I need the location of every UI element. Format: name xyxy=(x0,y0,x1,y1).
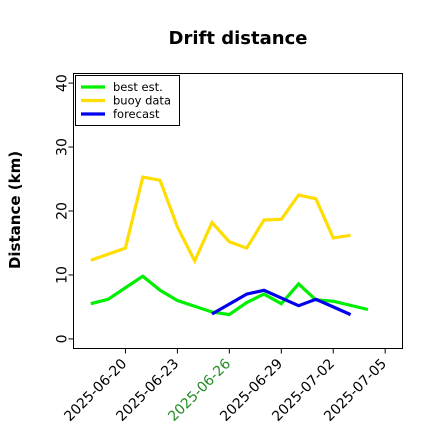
legend-entry-label: best est. xyxy=(113,80,163,94)
legend-entry-label: forecast xyxy=(113,107,160,121)
y-axis-ticks: 0 10 20 30 40 xyxy=(55,74,74,343)
series-layer xyxy=(90,175,369,317)
series-line-forecast xyxy=(211,288,352,317)
y-axis-label: Distance (km) xyxy=(6,151,24,269)
y-tick-label: 10 xyxy=(55,266,71,284)
y-tick-label: 20 xyxy=(55,202,71,220)
series-line-best-est xyxy=(90,274,369,317)
y-tick-label: 0 xyxy=(55,334,71,343)
y-tick-label: 30 xyxy=(55,138,71,156)
legend-entry-label: buoy data xyxy=(113,94,171,108)
x-axis-ticks: 2025-06-202025-06-232025-06-262025-06-29… xyxy=(61,348,390,425)
chart-title: Drift distance xyxy=(169,28,308,49)
y-tick-label: 40 xyxy=(55,74,71,92)
series-line-buoy-data xyxy=(90,175,351,265)
